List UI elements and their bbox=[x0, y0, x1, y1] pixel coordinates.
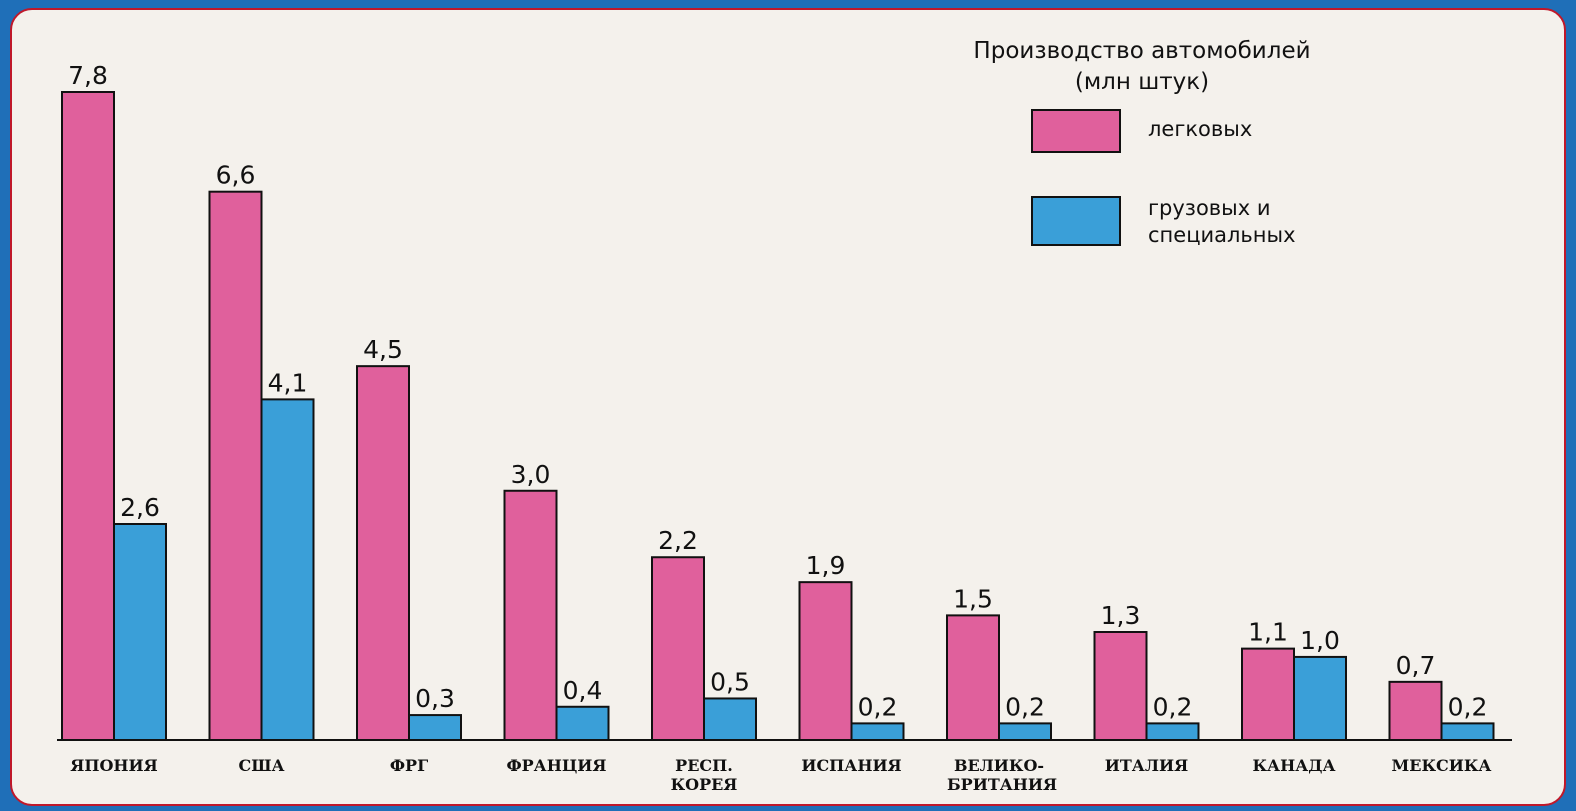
bar bbox=[800, 582, 852, 740]
bar bbox=[262, 399, 314, 740]
value-label: 7,8 bbox=[68, 61, 108, 90]
value-label: 3,0 bbox=[511, 460, 551, 489]
value-label: 4,5 bbox=[363, 335, 403, 364]
bar bbox=[1294, 657, 1346, 740]
x-tick-label: ФРГ bbox=[357, 756, 461, 775]
bar bbox=[1442, 723, 1494, 740]
bar bbox=[409, 715, 461, 740]
legend-title: Производство автомобилей (млн штук) bbox=[972, 36, 1312, 98]
value-label: 0,2 bbox=[858, 692, 898, 721]
value-label: 0,2 bbox=[1153, 692, 1193, 721]
value-label: 2,6 bbox=[120, 493, 160, 522]
x-tick-label: МЕКСИКА bbox=[1390, 756, 1494, 775]
value-label: 0,2 bbox=[1448, 692, 1488, 721]
bar bbox=[652, 557, 704, 740]
x-tick-label: ИТАЛИЯ bbox=[1095, 756, 1199, 775]
x-tick-label: США bbox=[210, 756, 314, 775]
x-tick-label: ЯПОНИЯ bbox=[62, 756, 166, 775]
value-label: 1,1 bbox=[1248, 618, 1288, 647]
bar bbox=[357, 366, 409, 740]
bar bbox=[1390, 682, 1442, 740]
value-label: 0,7 bbox=[1396, 651, 1436, 680]
value-label: 0,5 bbox=[710, 667, 750, 696]
value-label: 4,1 bbox=[268, 368, 308, 397]
value-label: 0,2 bbox=[1005, 692, 1045, 721]
page: {"chart_data": {"type": "bar", "title": … bbox=[0, 0, 1576, 811]
value-label: 6,6 bbox=[216, 161, 256, 190]
x-tick-label: ВЕЛИКО-БРИТАНИЯ bbox=[947, 756, 1051, 794]
bar bbox=[852, 723, 904, 740]
bar bbox=[557, 707, 609, 740]
legend-label: легковых bbox=[1148, 116, 1338, 143]
legend-swatch bbox=[1032, 110, 1120, 152]
bar bbox=[1095, 632, 1147, 740]
x-tick-label: ИСПАНИЯ bbox=[800, 756, 904, 775]
bar bbox=[62, 92, 114, 740]
value-label: 1,5 bbox=[953, 584, 993, 613]
x-tick-label: КАНАДА bbox=[1242, 756, 1346, 775]
bar bbox=[704, 698, 756, 740]
bar bbox=[947, 615, 999, 740]
x-tick-label: ФРАНЦИЯ bbox=[505, 756, 609, 775]
legend-label: грузовых и специальных bbox=[1148, 195, 1338, 249]
value-label: 1,0 bbox=[1300, 626, 1340, 655]
value-label: 0,3 bbox=[415, 684, 455, 713]
bar bbox=[1242, 649, 1294, 740]
value-label: 2,2 bbox=[658, 526, 698, 555]
value-label: 0,4 bbox=[563, 676, 603, 705]
bar bbox=[210, 192, 262, 740]
value-label: 1,9 bbox=[806, 551, 846, 580]
panel: 7,8 6,6 4,5 3,0 2,2 1,9 1,5 1,3 1,1 0,7 2,6 4,1 0,3 0… bbox=[10, 8, 1566, 806]
x-tick-label: РЕСП. КОРЕЯ bbox=[652, 756, 756, 794]
legend-swatch bbox=[1032, 197, 1120, 245]
value-label: 1,3 bbox=[1101, 601, 1141, 630]
bar bbox=[1147, 723, 1199, 740]
bar bbox=[114, 524, 166, 740]
bar bbox=[999, 723, 1051, 740]
bar bbox=[505, 491, 557, 740]
